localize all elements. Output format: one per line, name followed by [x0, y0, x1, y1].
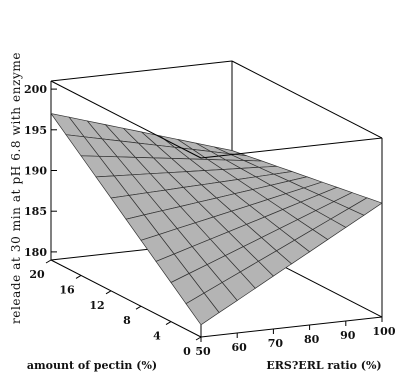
x-tick-label: 50 [195, 345, 211, 358]
y-tick [105, 290, 112, 295]
y-tick-label: 16 [59, 283, 75, 296]
box-edge [50, 80, 202, 159]
y-tick-label: 4 [153, 330, 161, 343]
y-tick [135, 305, 142, 310]
box-edge [200, 137, 383, 159]
y-tick [165, 321, 172, 326]
x-tick-label: 90 [340, 329, 356, 342]
box-edge [50, 259, 202, 338]
z-tick-label: 200 [24, 83, 47, 96]
box-edge [200, 316, 383, 338]
x-tick-label: 60 [232, 341, 248, 354]
y-tick [195, 336, 202, 341]
x-tick-label: 100 [373, 325, 396, 338]
x-tick-label: 70 [268, 337, 284, 350]
z-tick-label: 180 [24, 246, 47, 259]
tick-marks [45, 88, 383, 342]
z-tick-label: 195 [24, 124, 47, 137]
x-axis-title: ERS?ERL ratio (%) [266, 359, 381, 372]
y-tick-label: 0 [183, 345, 191, 358]
x-tick-label: 80 [304, 333, 320, 346]
z-tick-label: 185 [24, 205, 47, 218]
y-axis-title: amount of pectin (%) [27, 359, 157, 372]
bounding-box-front [50, 60, 383, 338]
y-tick [45, 259, 52, 264]
y-tick-label: 8 [123, 314, 131, 327]
box-edge [231, 60, 383, 139]
z-tick-label: 190 [24, 165, 47, 178]
surface-patch [185, 292, 220, 326]
y-tick-label: 12 [89, 299, 104, 312]
box-edge [50, 60, 233, 82]
response-surface [50, 112, 383, 326]
tick-labels: 50 60 70 80 90 100 0 4 8 12 16 20 180 185 190 195 200 [24, 83, 396, 358]
y-tick-label: 20 [29, 268, 45, 281]
y-tick [75, 274, 82, 279]
z-axis-title: releade at 30 min at pH 6.8 with enzyme [9, 52, 23, 324]
